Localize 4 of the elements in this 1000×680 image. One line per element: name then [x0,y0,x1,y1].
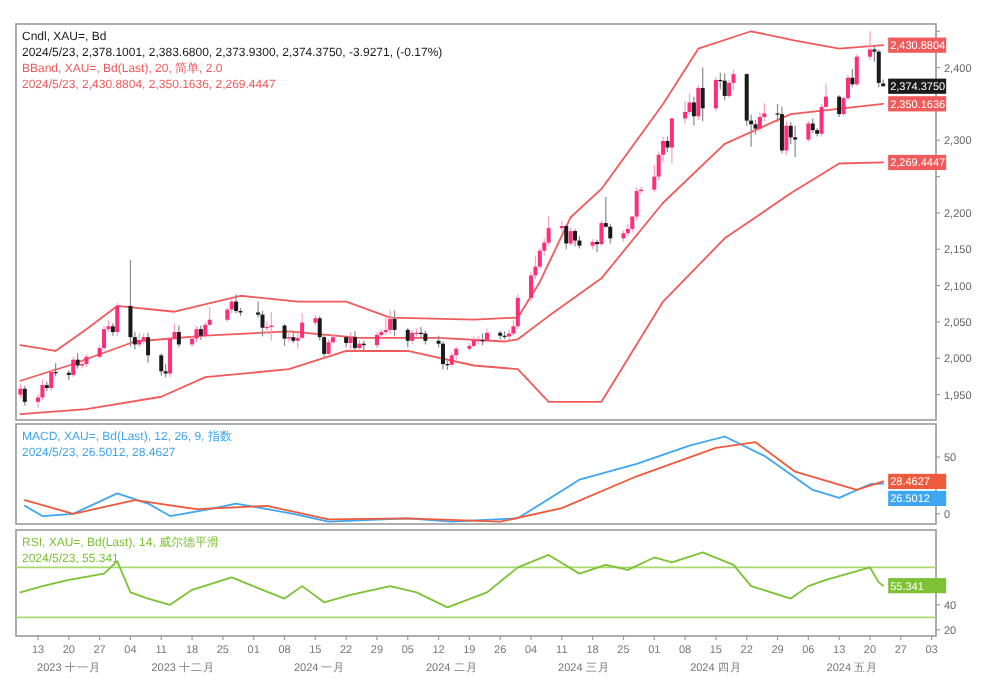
line-series [19,161,885,416]
line-series [19,30,885,352]
line-series [19,551,885,609]
line-series [19,102,885,382]
